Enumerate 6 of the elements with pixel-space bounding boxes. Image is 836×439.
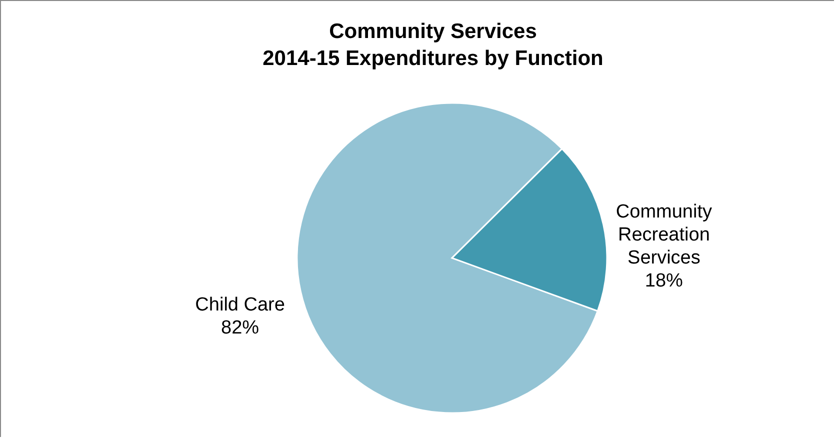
data-label: 82% <box>221 318 260 339</box>
chart-subtitle: 2014-15 Expenditures by Function <box>262 47 604 70</box>
chart-title: Community Services <box>329 20 537 43</box>
slice-label: Child Care <box>195 294 285 316</box>
data-label: 18% <box>644 270 684 292</box>
slice-label: Community Recreation Services <box>616 201 712 268</box>
